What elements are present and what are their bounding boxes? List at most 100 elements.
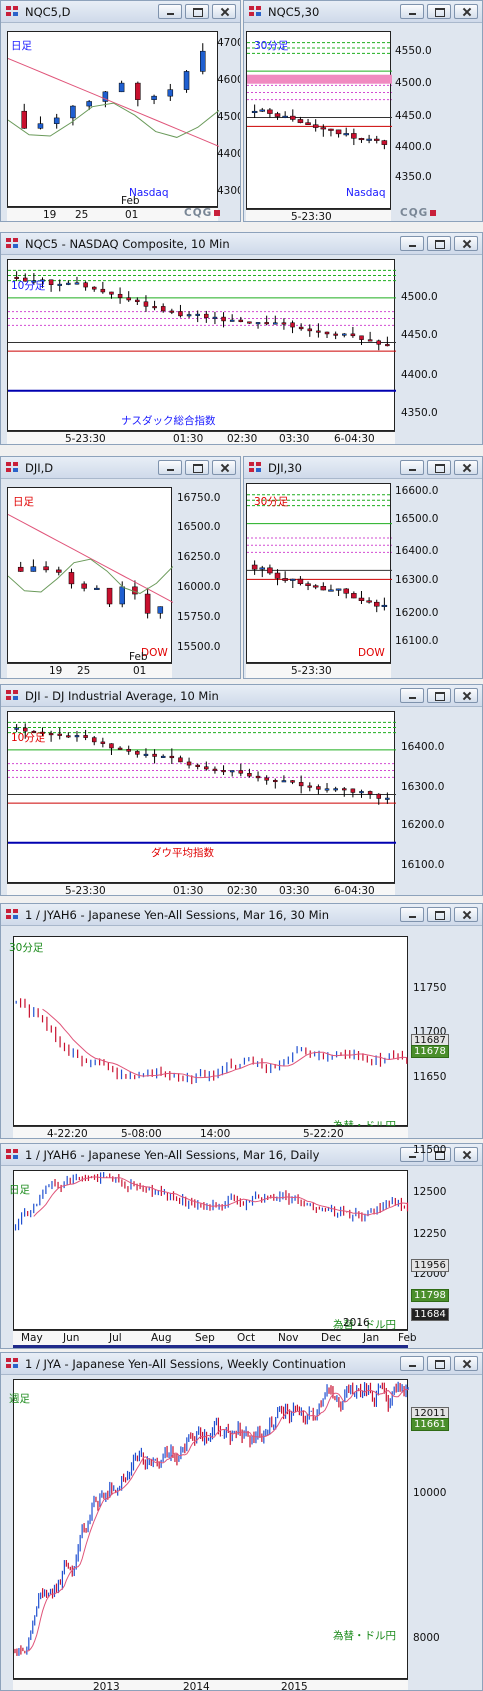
y-axis-tick: 4450.0: [401, 329, 438, 341]
close-button[interactable]: [454, 688, 478, 703]
maximize-button[interactable]: [185, 4, 209, 19]
close-button[interactable]: [454, 907, 478, 922]
chart-window[interactable]: DJI,30 30分足 DOW 16600.0 16500.0 16400.0 16300…: [243, 456, 483, 679]
time-axis[interactable]: May Jun Jul Aug Sep Oct Nov Dec Jan Feb: [13, 1330, 417, 1345]
x-axis-tick: 14:00: [200, 1128, 231, 1139]
price-series: [15, 998, 408, 1085]
time-axis[interactable]: 2013 2014 2015: [13, 1679, 408, 1690]
y-axis-tick: 4550.0: [395, 45, 432, 57]
timeframe-label: 週足: [9, 1393, 30, 1405]
x-axis-tick: Oct: [237, 1332, 256, 1344]
cqg-logo-icon: [6, 462, 19, 473]
title-bar[interactable]: NQC5,30: [244, 1, 482, 23]
close-button[interactable]: [454, 460, 478, 475]
minimize-button[interactable]: [158, 460, 182, 475]
chart-window[interactable]: NQC5,30 30分足 Nasdaq 4550.0 4500.0 4450.0 4400…: [243, 0, 483, 222]
close-button[interactable]: [454, 1356, 478, 1371]
title-bar[interactable]: DJI,D: [1, 457, 240, 479]
y-axis-tick: 11500: [413, 1144, 447, 1156]
close-button[interactable]: [454, 236, 478, 251]
y-axis-tick: 16200.0: [401, 819, 445, 831]
x-axis-tick: Sep: [195, 1332, 215, 1344]
window-title: NQC5 - NASDAQ Composite, 10 Min: [25, 237, 230, 251]
title-bar[interactable]: 1 / JYAH6 - Japanese Yen-All Sessions, M…: [1, 1144, 482, 1166]
chart-plot-area[interactable]: [13, 1379, 409, 1679]
chart-window[interactable]: 1 / JYAH6 - Japanese Yen-All Sessions, M…: [0, 903, 483, 1139]
chart-window[interactable]: NQC5,D 日足 Nasdaq 4700.0 4600.0 4500.0 4400.0 4…: [0, 0, 241, 222]
time-axis[interactable]: 5-23:30: [246, 663, 391, 678]
close-button[interactable]: [454, 4, 478, 19]
title-bar[interactable]: DJI - DJ Industrial Average, 10 Min: [1, 685, 482, 707]
chart-window[interactable]: DJI,D 日足 DOW 16750.0 16500.0 16250.0 16000.0 1…: [0, 456, 241, 679]
maximize-button[interactable]: [427, 236, 451, 251]
x-axis-tick: 19: [49, 665, 63, 677]
y-axis-tick: 16600.0: [395, 485, 439, 497]
title-bar[interactable]: NQC5,D: [1, 1, 240, 23]
y-axis-tick: 4400.0: [401, 369, 438, 381]
chart-plot-area[interactable]: [246, 483, 392, 663]
chart-window[interactable]: DJI - DJ Industrial Average, 10 Min 10分足…: [0, 684, 483, 896]
time-axis[interactable]: 19 25 01: [7, 207, 218, 221]
chart-plot-area[interactable]: [7, 259, 396, 431]
chart-plot-area[interactable]: [13, 936, 408, 1126]
time-axis[interactable]: 4-22:20 5-08:00 14:00 5-22:20: [13, 1126, 408, 1139]
x-axis-tick: 25: [77, 665, 91, 677]
y-axis-tick: 4500.0: [401, 291, 438, 303]
y-axis-tick: 4450.0: [395, 110, 432, 122]
index-label: 為替・ドル円: [333, 1630, 396, 1642]
y-axis-tick: 16200.0: [395, 607, 439, 619]
minimize-button[interactable]: [400, 907, 424, 922]
cqg-watermark-icon: CQG: [184, 207, 221, 219]
time-axis[interactable]: 5-23:30: [246, 209, 391, 221]
minimize-button[interactable]: [400, 1147, 424, 1162]
time-axis[interactable]: 5-23:30 01:30 02:30 03:30 6-04:30: [7, 883, 395, 896]
minimize-button[interactable]: [400, 1356, 424, 1371]
close-button[interactable]: [212, 460, 236, 475]
price-series: [8, 721, 396, 844]
title-bar[interactable]: 1 / JYAH6 - Japanese Yen-All Sessions, M…: [1, 904, 482, 926]
chart-plot-area[interactable]: [246, 31, 392, 209]
window-title: 1 / JYAH6 - Japanese Yen-All Sessions, M…: [25, 1148, 320, 1162]
chart-plot-area[interactable]: [7, 31, 219, 207]
close-button[interactable]: [212, 4, 236, 19]
maximize-button[interactable]: [427, 4, 451, 19]
minimize-button[interactable]: [400, 236, 424, 251]
maximize-button[interactable]: [185, 460, 209, 475]
x-axis-tick: 01: [133, 665, 147, 677]
timeframe-label: 30分足: [9, 942, 44, 954]
cqg-logo-icon: [249, 6, 262, 17]
maximize-button[interactable]: [427, 907, 451, 922]
maximize-button[interactable]: [427, 460, 451, 475]
minimize-button[interactable]: [400, 688, 424, 703]
chart-plot-area[interactable]: [7, 711, 396, 883]
chart-plot-area[interactable]: [13, 1170, 409, 1330]
minimize-button[interactable]: [400, 4, 424, 19]
index-label: Nasdaq: [129, 187, 169, 199]
minimize-button[interactable]: [400, 460, 424, 475]
price-tag: 11956: [411, 1259, 449, 1272]
title-bar[interactable]: 1 / JYA - Japanese Yen-All Sessions, Wee…: [1, 1353, 482, 1375]
chart-window[interactable]: 1 / JYA - Japanese Yen-All Sessions, Wee…: [0, 1352, 483, 1691]
index-label: Nasdaq: [346, 187, 386, 199]
scroll-bar[interactable]: [13, 1345, 408, 1348]
chart-window[interactable]: NQC5 - NASDAQ Composite, 10 Min 10分足 ナスダッ…: [0, 232, 483, 445]
title-bar[interactable]: DJI,30: [244, 457, 482, 479]
time-axis[interactable]: 5-23:30 01:30 02:30 03:30 6-04:30: [7, 431, 395, 444]
minimize-button[interactable]: [158, 4, 182, 19]
x-axis-tick: 03:30: [279, 885, 310, 896]
chart-plot-area[interactable]: [7, 487, 173, 663]
scroll-bar[interactable]: [246, 678, 391, 679]
close-button[interactable]: [454, 1147, 478, 1162]
cqg-logo-icon: [6, 238, 19, 249]
maximize-button[interactable]: [427, 1356, 451, 1371]
maximize-button[interactable]: [427, 688, 451, 703]
x-axis-tick: 25: [75, 209, 89, 221]
window-title: DJI,30: [268, 461, 302, 475]
time-axis[interactable]: 19 25 01: [7, 663, 172, 678]
title-bar[interactable]: NQC5 - NASDAQ Composite, 10 Min: [1, 233, 482, 255]
timeframe-label: 日足: [13, 496, 34, 508]
chart-window[interactable]: 1 / JYAH6 - Japanese Yen-All Sessions, M…: [0, 1143, 483, 1349]
y-axis-tick: 16750.0: [177, 492, 221, 504]
maximize-button[interactable]: [427, 1147, 451, 1162]
scroll-bar[interactable]: [7, 678, 172, 679]
